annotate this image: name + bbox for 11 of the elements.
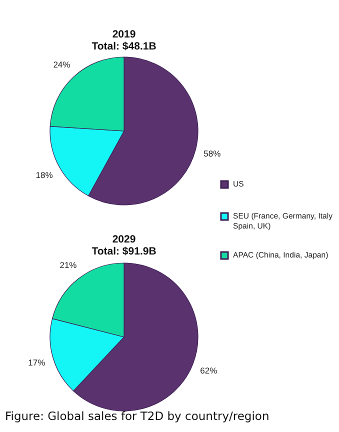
data-label: 17% xyxy=(28,357,46,368)
chart-subtitle: Total: $48.1B xyxy=(92,40,157,52)
data-label: 62% xyxy=(200,366,218,376)
data-label: 58% xyxy=(204,148,222,159)
data-label: 21% xyxy=(60,260,78,270)
chart-title: 2029 xyxy=(112,234,136,246)
data-label: 18% xyxy=(36,170,54,180)
data-label: 24% xyxy=(53,60,71,70)
chart-title: 2019 xyxy=(112,28,136,40)
chart-subtitle: Total: $91.9B xyxy=(92,246,157,258)
text: Figure: Global sales for T2D by country/region xyxy=(5,409,270,423)
